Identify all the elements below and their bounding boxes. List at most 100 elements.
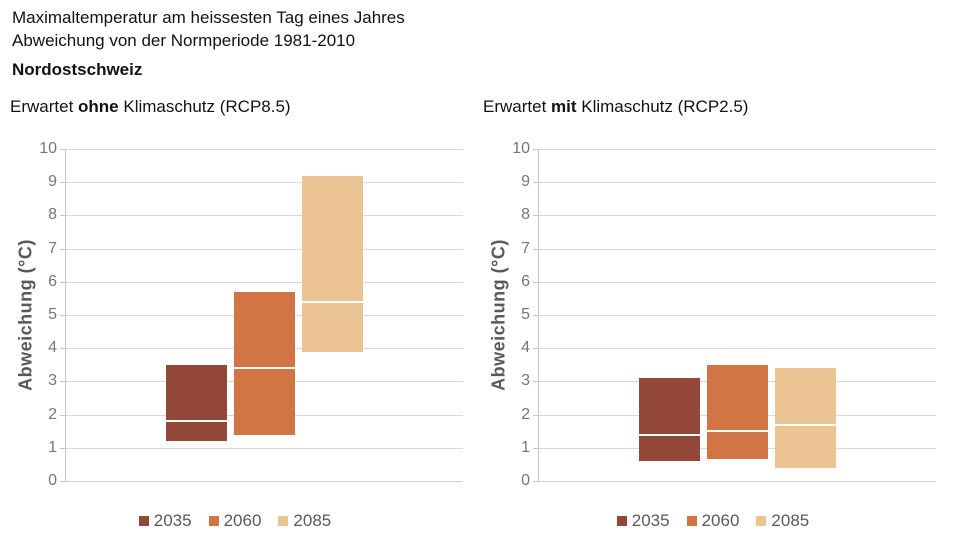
gridline — [539, 248, 936, 250]
y-tick-label: 3 — [48, 372, 57, 390]
y-tick-label: 6 — [521, 272, 530, 290]
y-tick-mark — [533, 381, 538, 383]
y-tick-mark — [60, 281, 65, 283]
y-tick-label: 2 — [521, 405, 530, 423]
gridline — [539, 348, 936, 350]
y-tick-label: 3 — [521, 372, 530, 390]
legend-label: 2085 — [293, 511, 332, 530]
y-tick-mark — [533, 414, 538, 416]
y-tick-label: 5 — [48, 306, 57, 323]
y-tick-mark — [60, 248, 65, 250]
y-tick-label: 9 — [48, 173, 57, 191]
legend-swatch-2060 — [686, 516, 697, 526]
y-tick-mark — [60, 149, 65, 150]
gridline — [539, 281, 936, 283]
y-tick-mark — [60, 182, 65, 184]
panel-title-part: Erwartet — [10, 97, 79, 116]
y-tick-label: 0 — [521, 472, 530, 489]
bar-2060 — [234, 291, 295, 435]
chart-title-line1: Maximaltemperatur am heissesten Tag eine… — [12, 8, 405, 27]
chart-title-line2: Abweichung von der Normperiode 1981-2010 — [12, 31, 356, 50]
bar-2035 — [639, 378, 700, 462]
y-tick-label: 1 — [521, 438, 530, 456]
panel-title-part: ohne — [78, 97, 119, 116]
y-tick-mark — [533, 215, 538, 217]
y-tick-label: 4 — [521, 339, 530, 357]
gridline — [66, 182, 463, 184]
y-tick-mark — [533, 481, 538, 482]
y-tick-mark — [533, 348, 538, 350]
bar-2035 — [166, 364, 227, 442]
y-tick-label: 7 — [48, 239, 57, 257]
y-tick-mark — [60, 315, 65, 316]
y-tick-label: 10 — [39, 140, 57, 157]
chart-panel-rcp85: Erwartet ohne Klimaschutz (RCP8.5) Abweic… — [0, 0, 470, 543]
y-tick-label: 10 — [512, 140, 530, 157]
legend-label: 2085 — [771, 511, 810, 530]
panel-title-part: mit — [551, 97, 577, 116]
y-tick-label: 9 — [521, 173, 530, 191]
legend-item-2060: 2060 — [208, 511, 262, 531]
gridline — [539, 215, 936, 217]
y-tick-mark — [60, 348, 65, 350]
y-tick-label: 4 — [48, 339, 57, 357]
gridline — [66, 149, 463, 150]
legend-swatch-2085 — [756, 516, 767, 526]
legend-swatch-2060 — [208, 516, 219, 526]
chart-panel-rcp25: Erwartet mit Klimaschutz (RCP2.5) Abweich… — [473, 0, 953, 543]
legend-label: 2060 — [701, 511, 740, 530]
y-tick-mark — [533, 315, 538, 316]
legend-item-2085: 2085 — [756, 511, 809, 531]
legend-swatch-2035 — [138, 516, 149, 526]
gridline — [66, 281, 463, 283]
legend-label: 2035 — [631, 511, 670, 530]
legend-item-2060: 2060 — [686, 511, 740, 531]
y-tick-label: 8 — [48, 206, 57, 224]
y-tick-mark — [533, 447, 538, 449]
legend-label: 2035 — [153, 511, 192, 530]
y-tick-mark — [533, 182, 538, 184]
legend-swatch-2085 — [278, 516, 289, 526]
median-line-2060 — [707, 430, 768, 433]
panel-title: Erwartet ohne Klimaschutz (RCP8.5) — [10, 97, 291, 117]
bar-2060 — [707, 364, 768, 460]
gridline — [539, 182, 936, 184]
gridline — [539, 315, 936, 316]
y-tick-label: 2 — [48, 405, 57, 423]
plot-area — [65, 149, 463, 482]
y-tick-label: 0 — [48, 472, 57, 489]
median-line-2060 — [234, 367, 295, 370]
y-tick-mark — [60, 215, 65, 217]
gridline — [66, 447, 463, 449]
legend-item-2035: 2035 — [138, 511, 192, 531]
median-line-2035 — [166, 420, 227, 423]
legend-swatch-2035 — [616, 516, 627, 526]
bar-2085 — [302, 175, 363, 352]
y-tick-mark — [60, 414, 65, 416]
region-title: Nordostschweiz — [12, 60, 143, 79]
plot-area — [538, 149, 936, 482]
y-tick-mark — [60, 447, 65, 449]
legend-item-2035: 2035 — [616, 511, 670, 531]
y-tick-label: 6 — [48, 272, 57, 290]
y-tick-mark — [60, 481, 65, 482]
gridline — [66, 215, 463, 217]
median-line-2085 — [302, 300, 363, 303]
legend-label: 2060 — [223, 511, 262, 530]
panel-title-part: Erwartet — [483, 97, 552, 116]
median-line-2085 — [775, 423, 836, 426]
y-tick-label: 8 — [521, 206, 530, 224]
y-tick-mark — [533, 149, 538, 150]
legend-item-2085: 2085 — [278, 511, 331, 531]
panel-title-part: Klimaschutz (RCP2.5) — [576, 97, 749, 116]
y-tick-label: 7 — [521, 239, 530, 257]
y-tick-mark — [533, 248, 538, 250]
panel-title: Erwartet mit Klimaschutz (RCP2.5) — [483, 97, 748, 117]
y-tick-label: 5 — [521, 306, 530, 323]
y-tick-label: 1 — [48, 438, 57, 456]
median-line-2035 — [639, 433, 700, 436]
y-tick-mark — [60, 381, 65, 383]
panel-title-part: Klimaschutz (RCP8.5) — [118, 97, 291, 116]
y-tick-mark — [533, 281, 538, 283]
gridline — [66, 248, 463, 250]
